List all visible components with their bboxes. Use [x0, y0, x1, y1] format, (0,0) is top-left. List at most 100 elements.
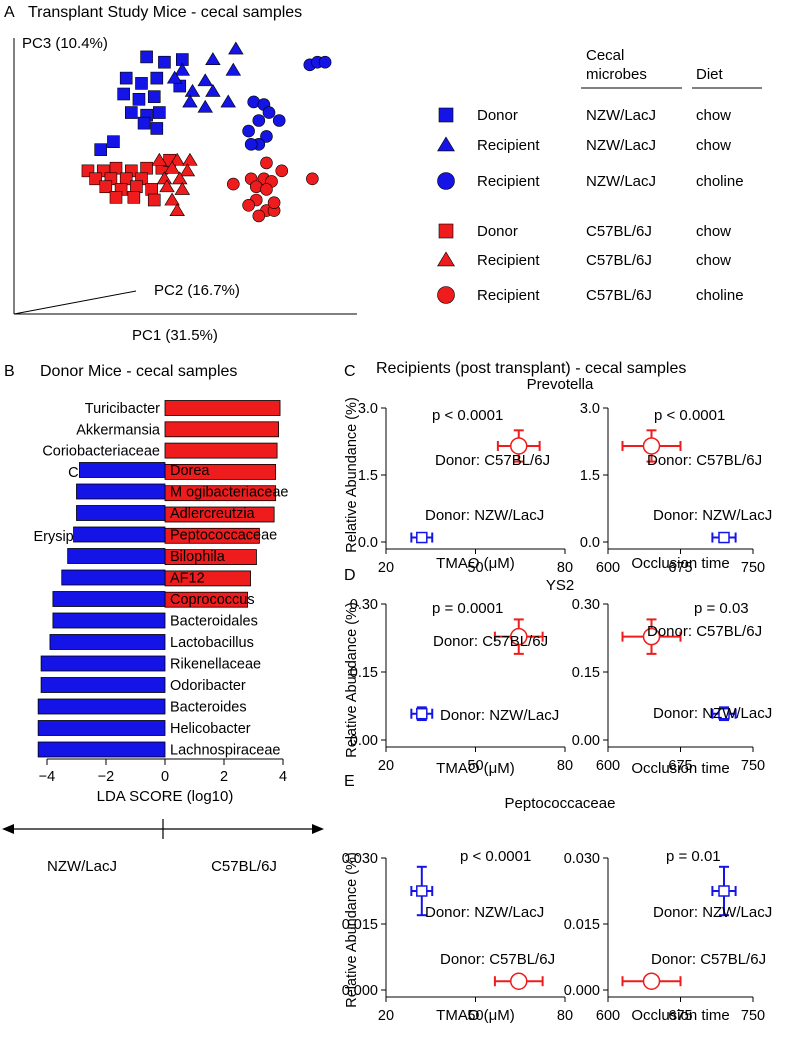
- prevotella-occlusion-xtick-label-0: 600: [596, 560, 620, 576]
- lda-group-negative: NZW/LacJ: [47, 858, 117, 875]
- lda-label-12: Adlercreutzia: [170, 506, 256, 522]
- prevotella-tmao-name-label-0: Donor: NZW/LacJ: [425, 507, 544, 524]
- prevotella-tmao-name-label-1: Donor: C57BL/6J: [435, 452, 550, 469]
- ys2-occlusion-name-label-1: Donor: NZW/LacJ: [653, 705, 772, 722]
- pca-point-square-0-6: [132, 93, 146, 106]
- prevotella-tmao-xlabel: TMAO (μM): [436, 555, 515, 572]
- row-1-ylabel: Relative Abundance (%): [344, 602, 360, 758]
- pca-point-square-0-4: [135, 77, 148, 90]
- panel-a-letter: A: [4, 4, 15, 21]
- pca-point-circle-2-5: [262, 106, 276, 119]
- lda-bar-19: [40, 655, 166, 672]
- legend-marker-4: [437, 251, 455, 267]
- ys2-tmao-point-0-marker: [510, 627, 528, 646]
- row-0-ylabel: Relative Abundance (%): [344, 397, 360, 553]
- ys2-tmao-xtick-label-1: 50: [467, 758, 483, 774]
- legend-diet-0: chow: [696, 107, 731, 124]
- lda-tick-label-2: 0: [161, 769, 169, 785]
- panel-d-letter: D: [344, 567, 356, 584]
- pca-point-square-0-1: [158, 55, 171, 69]
- prevotella-occlusion-xtick-label-1: 675: [668, 560, 692, 576]
- pca-point-circle-5-6: [227, 177, 240, 191]
- ys2-tmao-name-label-1: Donor: NZW/LacJ: [440, 707, 559, 724]
- lda-label-14: Bilophila: [170, 549, 226, 565]
- lda-tick-label-4: 4: [279, 769, 287, 785]
- pca-pc1-label: PC1 (31.5%): [132, 327, 218, 344]
- prevotella-tmao-ytick-label-1: 1.5: [358, 468, 378, 484]
- pca-point-square-0-13: [107, 135, 120, 148]
- lda-label-1: Akkermansia: [76, 422, 161, 438]
- prevotella-occlusion-ytick-label-2: 3.0: [580, 401, 600, 417]
- legend-marker-2: [437, 172, 455, 190]
- ys2-occlusion-ytick-label-1: 0.15: [572, 665, 600, 681]
- pca-point-triangle-1-3: [197, 73, 213, 87]
- peptococcaceae-tmao-ytick-label-1: 0.015: [342, 917, 378, 933]
- pca-point-triangle-4-3: [164, 160, 180, 174]
- peptococcaceae-tmao-point-1-marker: [510, 972, 528, 990]
- peptococcaceae-occlusion-xtick-label-1: 675: [668, 1008, 692, 1024]
- pca-point-triangle-1-1: [205, 52, 221, 65]
- pca-pc2-axis-line: [13, 290, 137, 315]
- prevotella-tmao-point-0-marker: [510, 437, 528, 455]
- prevotella-occlusion-name-label-0: Donor: NZW/LacJ: [653, 507, 772, 524]
- legend-marker-0: [438, 107, 454, 123]
- ys2-tmao-xtick-label-0: 20: [378, 758, 394, 774]
- peptococcaceae-occlusion-xtick-label-2: 750: [741, 1008, 765, 1024]
- peptococcaceae-occlusion-point-0-marker: [718, 885, 730, 897]
- legend-microbes-3: C57BL/6J: [586, 223, 652, 240]
- legend-marker-1: [437, 136, 455, 152]
- peptococcaceae-occlusion-pvalue: p = 0.01: [666, 848, 721, 865]
- peptococcaceae-tmao-xtick-label-2: 80: [557, 1008, 573, 1024]
- peptococcaceae-tmao-pvalue: p < 0.0001: [460, 848, 531, 865]
- lda-bar-12: [76, 505, 166, 521]
- peptococcaceae-occlusion-name-label-1: Donor: C57BL/6J: [651, 951, 766, 968]
- lda-bar-20: [40, 677, 166, 693]
- lda-label-10: Dorea: [170, 463, 210, 479]
- pca-point-circle-2-7: [272, 114, 286, 127]
- prevotella-occlusion-ytick-label-1: 1.5: [580, 468, 600, 484]
- ys2-occlusion-xtick-label-2: 750: [741, 758, 765, 774]
- row-0-title: Prevotella: [527, 376, 594, 393]
- prevotella-occlusion-pvalue: p < 0.0001: [654, 407, 725, 424]
- legend-diet-4: chow: [696, 252, 731, 269]
- panel-c-letter: C: [344, 363, 356, 380]
- pca-point-triangle-4-7: [159, 179, 175, 193]
- pca-point-triangle-4-9: [164, 192, 180, 206]
- pca-point-circle-2-6: [252, 114, 266, 127]
- pca-point-triangle-1-5: [184, 83, 201, 97]
- lda-bar-18: [49, 634, 166, 650]
- pca-point-square-3-6: [89, 172, 102, 186]
- legend-marker-3: [438, 223, 454, 239]
- pca-point-square-0-7: [147, 90, 161, 103]
- lda-label-0: Turicibacter: [85, 401, 160, 417]
- legend-header-diet: Diet: [696, 66, 724, 83]
- peptococcaceae-occlusion-ytick-label-0: 0.000: [564, 983, 600, 999]
- lda-label-15: AF12: [170, 571, 205, 587]
- legend-microbes-2: NZW/LacJ: [586, 173, 656, 190]
- lda-tick-label-3: 2: [220, 769, 228, 785]
- ys2-tmao-ytick-label-1: 0.15: [350, 665, 378, 681]
- panel-e-letter: E: [344, 773, 355, 790]
- pca-point-square-0-15: [117, 87, 130, 101]
- pca-chart: PC3 (10.4%) PC2 (16.7%) PC1 (31.5%) Cecal mi…: [13, 35, 762, 344]
- lda-label-21: Bacteroides: [170, 700, 247, 716]
- lda-label-11: M ogibacteriaceae: [170, 485, 289, 501]
- pca-point-square-3-12: [130, 180, 143, 194]
- peptococcaceae-tmao-ytick-label-2: 0.030: [342, 851, 378, 867]
- prevotella-occlusion-point-1-marker: [718, 531, 730, 544]
- pca-point-triangle-1-9: [220, 94, 236, 108]
- ys2-tmao-ytick-label-0: 0.00: [350, 733, 378, 749]
- peptococcaceae-occlusion-ytick-label-2: 0.030: [564, 851, 600, 867]
- lda-bar-16: [52, 591, 166, 607]
- pca-pc3-label: PC3 (10.4%): [22, 35, 108, 52]
- prevotella-tmao-xtick-label-1: 50: [467, 560, 483, 576]
- panel-b-title: Donor Mice - cecal samples: [40, 363, 237, 380]
- panel-a-title: Transplant Study Mice - cecal samples: [28, 4, 302, 21]
- ys2-tmao-xtick-label-2: 80: [557, 758, 573, 774]
- prevotella-tmao-ytick-label-0: 0.0: [358, 535, 378, 551]
- ys2-occlusion-ytick-label-0: 0.00: [572, 733, 600, 749]
- legend-group-2: Recipient: [477, 173, 540, 190]
- ys2-occlusion-pvalue: p = 0.03: [694, 600, 749, 617]
- lda-label-17: Bacteroidales: [170, 614, 258, 630]
- pca-point-triangle-4-10: [169, 203, 185, 217]
